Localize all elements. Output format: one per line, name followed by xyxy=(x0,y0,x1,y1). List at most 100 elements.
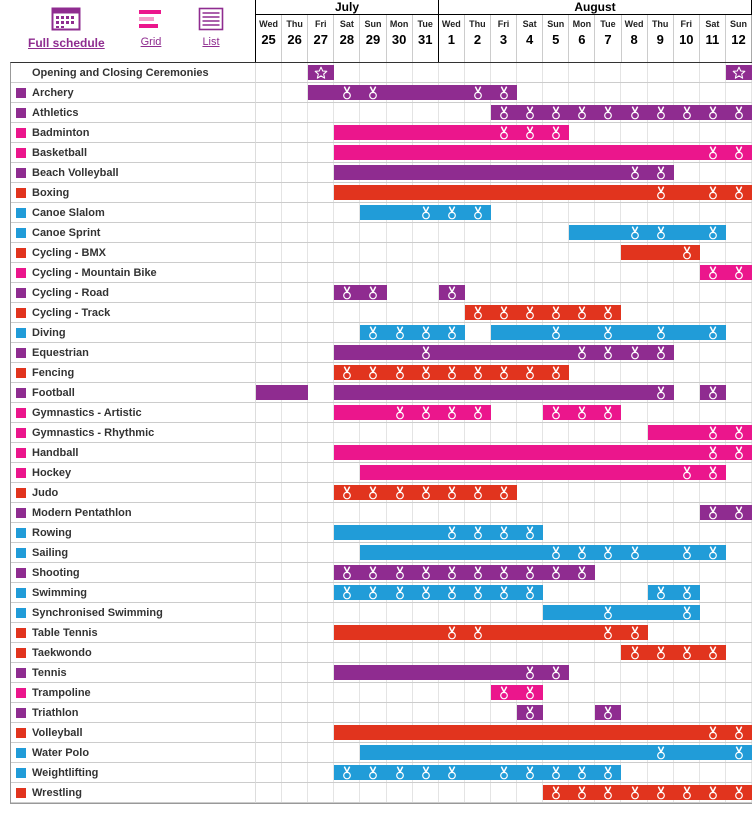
event-bar[interactable] xyxy=(256,385,309,400)
view-full-schedule[interactable]: Full schedule xyxy=(28,5,105,50)
sport-timeline xyxy=(255,723,752,743)
sport-label-cell: Volleyball xyxy=(11,723,255,743)
event-bar[interactable] xyxy=(725,65,752,80)
event-bar[interactable] xyxy=(621,645,726,660)
day-cell xyxy=(256,183,283,202)
day-cell xyxy=(726,543,752,562)
schedule-row: Cycling - Track xyxy=(11,303,752,323)
day-cell xyxy=(413,243,439,262)
schedule-row: Basketball xyxy=(11,143,752,163)
event-bar[interactable] xyxy=(334,345,674,360)
event-bar[interactable] xyxy=(334,365,570,380)
day-cell xyxy=(726,83,752,102)
event-bar[interactable] xyxy=(517,705,544,720)
event-bar[interactable] xyxy=(699,505,752,520)
schedule-row: Gymnastics - Artistic xyxy=(11,403,752,423)
view-grid[interactable]: Grid xyxy=(138,5,164,48)
day-column-header: Thu 2 xyxy=(463,15,490,62)
sport-name: Modern Pentathlon xyxy=(32,506,132,519)
event-bar[interactable] xyxy=(490,105,752,120)
event-bar[interactable] xyxy=(334,125,570,140)
event-bar[interactable] xyxy=(464,305,622,320)
day-cell xyxy=(700,623,726,642)
view-label: List xyxy=(202,36,220,48)
event-bar[interactable] xyxy=(334,625,648,640)
day-cell xyxy=(674,483,700,502)
sport-label-cell: Tennis xyxy=(11,663,255,683)
event-bar[interactable] xyxy=(438,285,465,300)
event-bar[interactable] xyxy=(699,385,726,400)
day-cell xyxy=(334,303,361,322)
event-bar[interactable] xyxy=(543,405,622,420)
sport-color-swatch xyxy=(16,467,26,478)
event-bar[interactable] xyxy=(334,285,387,300)
month-label: July xyxy=(255,0,438,14)
day-cell xyxy=(282,203,309,222)
day-cell xyxy=(569,63,596,82)
day-cell xyxy=(282,183,309,202)
event-bar[interactable] xyxy=(334,445,752,460)
event-bar[interactable] xyxy=(647,425,752,440)
event-bar[interactable] xyxy=(360,205,491,220)
day-cell xyxy=(543,703,570,722)
day-cell xyxy=(439,643,465,662)
sport-name: Athletics xyxy=(32,106,79,119)
event-bar[interactable] xyxy=(569,225,726,240)
day-cell xyxy=(674,683,700,702)
day-cell xyxy=(674,263,700,282)
day-cell xyxy=(491,423,518,442)
event-bar[interactable] xyxy=(360,465,726,480)
event-bar[interactable] xyxy=(334,165,674,180)
sport-timeline xyxy=(255,223,752,243)
schedule-row: Judo xyxy=(11,483,752,503)
day-cell xyxy=(674,523,700,542)
day-cell xyxy=(334,223,361,242)
event-bar[interactable] xyxy=(308,85,518,100)
schedule-row: Volleyball xyxy=(11,723,752,743)
event-bar[interactable] xyxy=(360,545,726,560)
day-cell xyxy=(308,383,335,402)
event-bar[interactable] xyxy=(334,765,622,780)
schedule-row: Sailing xyxy=(11,543,752,563)
event-bar[interactable] xyxy=(334,525,544,540)
day-cell xyxy=(595,523,622,542)
event-bar[interactable] xyxy=(543,605,700,620)
day-of-week-label: Fri xyxy=(315,19,327,29)
event-bar[interactable] xyxy=(360,325,465,340)
event-bar[interactable] xyxy=(334,725,752,740)
day-column-header: Sun 5 xyxy=(542,15,569,62)
day-cell xyxy=(387,423,413,442)
event-bar[interactable] xyxy=(490,685,544,700)
event-bar[interactable] xyxy=(334,385,674,400)
day-of-week-label: Fri xyxy=(497,19,510,29)
event-bar[interactable] xyxy=(699,265,752,280)
view-list[interactable]: List xyxy=(198,5,224,48)
event-bar[interactable] xyxy=(543,785,752,800)
day-cell xyxy=(256,83,283,102)
date-label: 11 xyxy=(705,32,720,47)
day-cell xyxy=(595,263,622,282)
event-bar[interactable] xyxy=(308,65,335,80)
event-bar[interactable] xyxy=(334,145,752,160)
day-cell xyxy=(700,683,726,702)
event-bar[interactable] xyxy=(360,745,752,760)
event-bar[interactable] xyxy=(621,245,700,260)
event-bar[interactable] xyxy=(334,485,518,500)
event-bar[interactable] xyxy=(334,665,570,680)
day-cell xyxy=(674,503,700,522)
sport-name: Gymnastics - Artistic xyxy=(32,406,142,419)
day-cell xyxy=(595,423,622,442)
day-cell xyxy=(387,303,413,322)
day-cell xyxy=(256,483,283,502)
event-bar[interactable] xyxy=(334,585,544,600)
event-bar[interactable] xyxy=(490,325,726,340)
day-column-header: Fri 27 xyxy=(307,15,334,62)
day-of-week-label: Fri xyxy=(680,19,693,29)
event-bar[interactable] xyxy=(647,585,700,600)
event-bar[interactable] xyxy=(334,185,752,200)
sport-timeline xyxy=(255,703,752,723)
event-bar[interactable] xyxy=(334,565,596,580)
event-bar[interactable] xyxy=(595,705,622,720)
day-cell xyxy=(308,363,335,382)
event-bar[interactable] xyxy=(334,405,491,420)
